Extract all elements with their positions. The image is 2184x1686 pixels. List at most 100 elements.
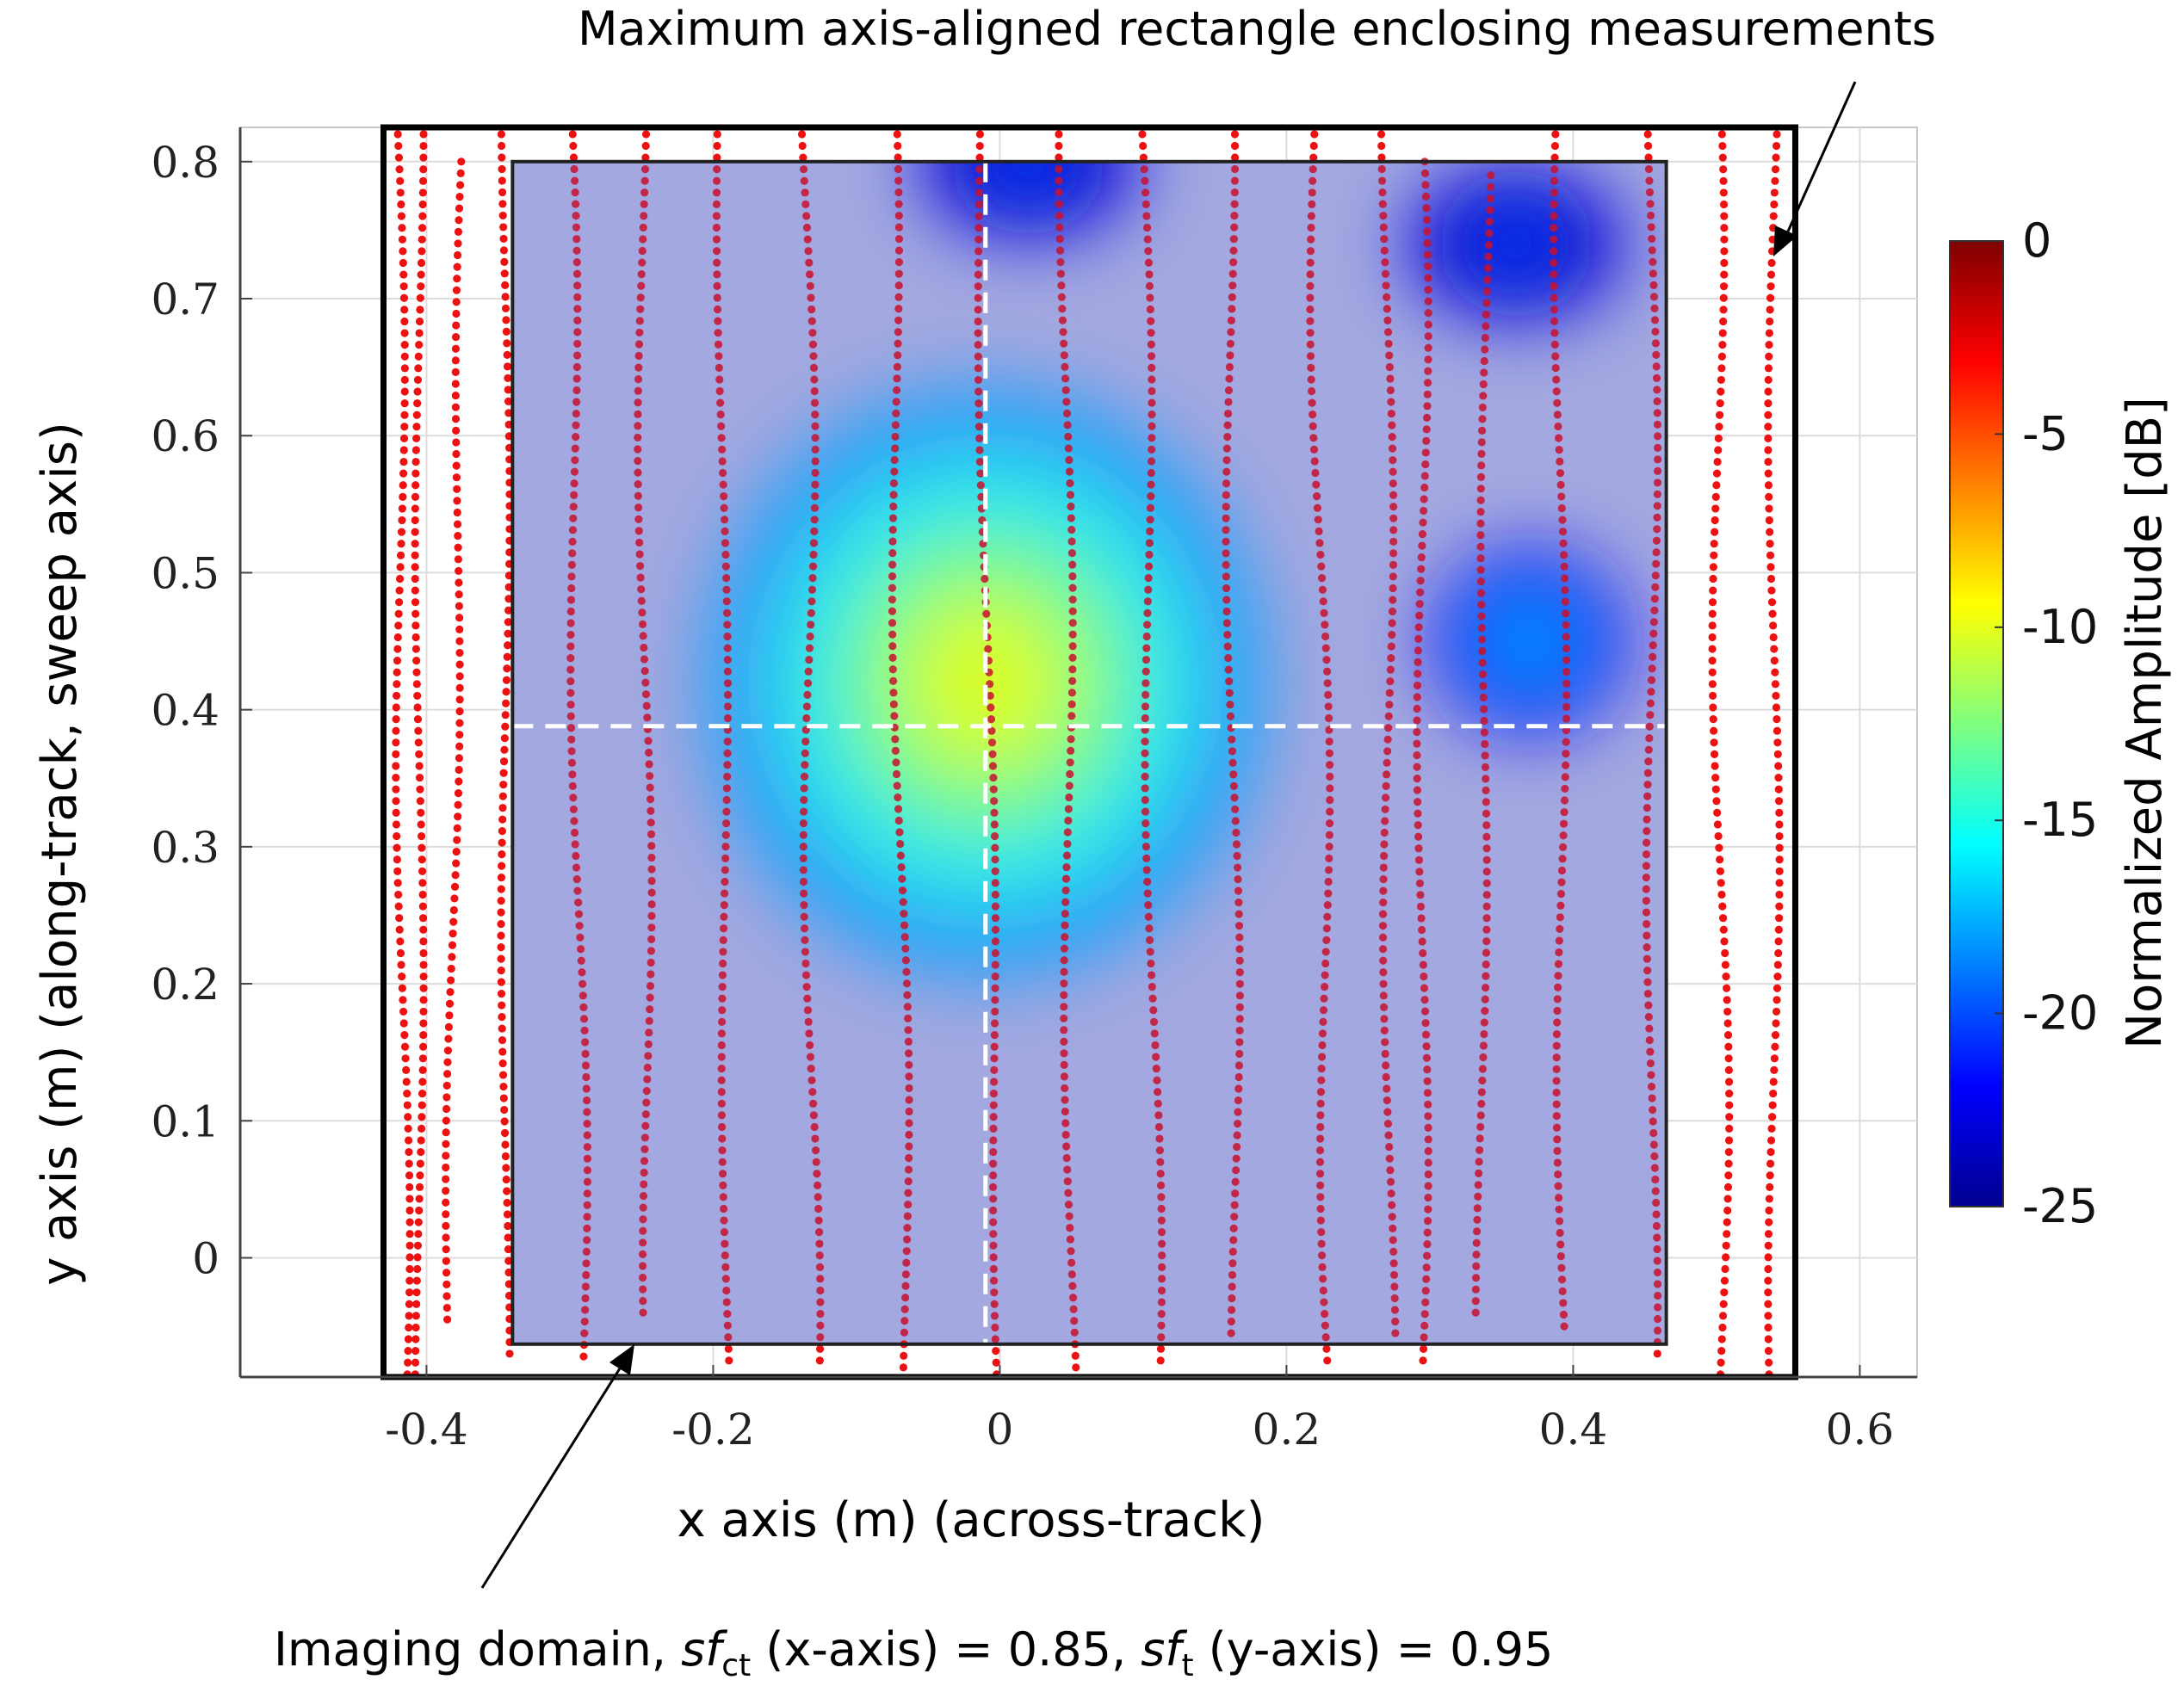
max-rect-annotation: Maximum axis-aligned rectangle enclosing…: [578, 2, 1936, 56]
measurement-point: [1558, 1287, 1567, 1295]
measurement-point: [500, 745, 509, 754]
measurement-point: [1560, 807, 1568, 817]
measurement-point: [499, 234, 508, 244]
measurement-point: [1476, 565, 1485, 574]
measurement-point: [1420, 1321, 1429, 1330]
measurement-point: [1718, 141, 1727, 151]
measurement-point: [1066, 1224, 1074, 1232]
measurement-point: [713, 293, 721, 302]
colorbar-tick-label: -5: [2022, 406, 2069, 460]
measurement-point: [816, 1321, 825, 1330]
measurement-point: [572, 851, 580, 861]
measurement-point: [981, 574, 989, 584]
measurement-point: [721, 1263, 730, 1271]
measurement-point: [640, 643, 648, 652]
measurement-point: [1649, 1128, 1658, 1138]
measurement-point: [1228, 281, 1237, 290]
measurement-point: [455, 566, 463, 576]
measurement-point: [721, 1275, 730, 1283]
measurement-point: [634, 375, 643, 384]
measurement-point: [1477, 612, 1486, 621]
measurement-point: [720, 1228, 729, 1237]
measurement-point: [453, 485, 461, 493]
measurement-point: [1068, 572, 1077, 581]
measurement-point: [807, 597, 816, 606]
measurement-point: [1652, 1221, 1661, 1231]
measurement-point: [647, 923, 656, 932]
measurement-point: [1419, 948, 1427, 958]
measurement-point: [1420, 984, 1429, 992]
measurement-point: [1141, 656, 1151, 664]
measurement-point: [1306, 293, 1315, 302]
measurement-point: [1771, 1031, 1780, 1040]
measurement-point: [722, 1286, 731, 1295]
measurement-point: [974, 317, 982, 326]
measurement-track: [497, 130, 514, 1358]
measurement-point: [1643, 141, 1653, 151]
measurement-point: [642, 701, 651, 710]
measurement-point: [570, 491, 578, 499]
measurement-point: [1378, 200, 1387, 208]
measurement-point: [1061, 921, 1069, 929]
measurement-point: [646, 795, 655, 804]
measurement-point: [394, 890, 403, 899]
measurement-point: [1153, 1076, 1161, 1084]
measurement-point: [442, 1303, 451, 1312]
measurement-point: [1476, 485, 1485, 493]
measurement-point: [1556, 457, 1564, 466]
measurement-point: [566, 653, 575, 663]
measurement-point: [635, 550, 644, 559]
measurement-point: [497, 874, 506, 882]
measurement-point: [990, 1078, 999, 1086]
measurement-point: [1643, 931, 1651, 940]
measurement-point: [450, 882, 460, 891]
y-axis-label: y axis (m) (along-track, sweep axis): [32, 422, 88, 1286]
measurement-point: [1643, 781, 1652, 789]
measurement-point: [1482, 960, 1490, 969]
measurement-point: [991, 890, 999, 899]
measurement-point: [1644, 1001, 1653, 1010]
measurement-point: [1766, 1136, 1776, 1145]
measurement-point: [801, 959, 810, 968]
measurement-point: [501, 293, 510, 301]
measurement-point: [1141, 749, 1149, 757]
measurement-point: [645, 748, 653, 757]
measurement-point: [1222, 444, 1231, 453]
measurement-point: [1383, 1108, 1392, 1116]
measurement-point: [892, 769, 901, 779]
measurement-point: [647, 818, 655, 827]
measurement-point: [1719, 188, 1728, 197]
measurement-point: [453, 836, 461, 844]
measurement-point: [1558, 855, 1567, 863]
measurement-point: [637, 270, 646, 279]
measurement-point: [1651, 583, 1660, 591]
measurement-point: [894, 141, 902, 151]
measurement-point: [1472, 1227, 1482, 1236]
measurement-track: [634, 130, 656, 1317]
measurement-point: [1550, 141, 1560, 151]
measurement-point: [634, 491, 642, 500]
measurement-point: [455, 637, 464, 645]
measurement-point: [572, 351, 582, 360]
measurement-point: [414, 738, 423, 747]
measurement-point: [1424, 297, 1432, 306]
measurement-point: [1651, 1187, 1660, 1195]
measurement-point: [497, 920, 505, 929]
measurement-point: [1414, 670, 1422, 678]
measurement-point: [396, 176, 405, 185]
measurement-point: [809, 1111, 818, 1120]
measurement-point: [1142, 866, 1151, 874]
measurement-point: [1312, 492, 1321, 501]
measurement-point: [1065, 467, 1074, 476]
measurement-point: [396, 188, 405, 197]
measurement-point: [1773, 726, 1782, 735]
measurement-point: [894, 258, 904, 267]
measurement-point: [442, 1070, 452, 1078]
measurement-point: [723, 749, 732, 757]
measurement-point: [640, 666, 649, 676]
measurement-point: [1413, 716, 1421, 725]
measurement-point: [452, 461, 461, 470]
measurement-point: [1222, 503, 1230, 511]
measurement-point: [1653, 409, 1661, 417]
measurement-point: [1642, 908, 1651, 917]
